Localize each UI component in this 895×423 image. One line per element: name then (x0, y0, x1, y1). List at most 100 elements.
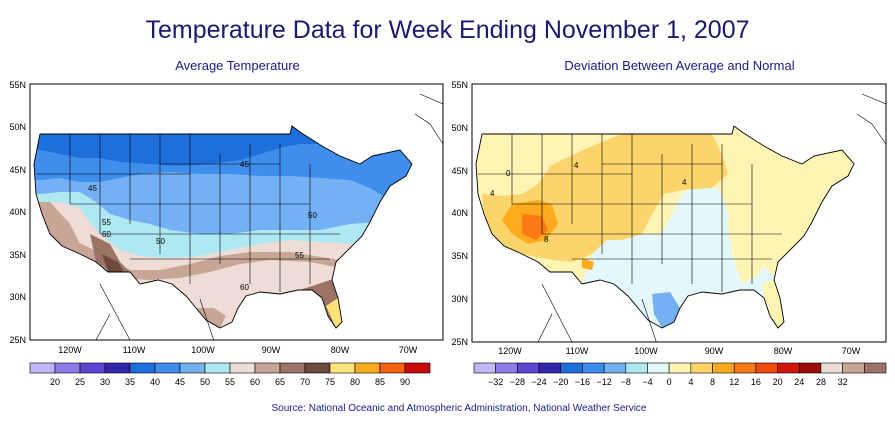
legend-swatch (755, 362, 778, 374)
lon-label: 100W (191, 345, 215, 355)
lat-label: 50N (451, 123, 468, 133)
lat-label: 40N (9, 207, 26, 217)
legend-label: −28 (510, 377, 525, 387)
lat-label: 25N (451, 337, 468, 347)
average-temperature-svg: 45 45 50 50 55 55 60 60 55N 50N 45N 40N … (9, 80, 444, 387)
legend-swatch (329, 362, 356, 374)
lon-label: 90W (262, 345, 281, 355)
legend-label: 8 (710, 377, 715, 387)
lat-label: 30N (9, 292, 26, 302)
legend-swatch (647, 362, 670, 374)
lon-label: 90W (705, 346, 724, 356)
contour-label: 4 (490, 189, 495, 198)
legend-swatch (712, 362, 735, 374)
lon-label: 110W (566, 346, 589, 356)
lon-label: 70W (842, 346, 861, 356)
contour-label: 4 (574, 161, 579, 170)
legend-swatch (517, 362, 540, 374)
lat-label: 45N (9, 165, 26, 175)
source-note: Source: National Oceanic and Atmospheric… (271, 403, 647, 414)
deviation-svg: 0 4 4 4 8 55N 50N 45N 40N 35N 30N 25N 12… (451, 80, 887, 387)
legend-swatch (54, 362, 81, 374)
contour-label: 45 (88, 184, 97, 193)
contour-label: 50 (308, 211, 317, 220)
legend-swatch (473, 362, 496, 374)
lon-label: 70W (399, 345, 418, 355)
legend-swatch (229, 362, 256, 374)
right-map-title: Deviation Between Average and Normal (564, 58, 795, 73)
left-lon-axis: 120W 110W 100W 90W 80W 70W (58, 345, 418, 355)
lat-label: 30N (451, 294, 468, 304)
deviation-contour-labels: 0 4 4 4 8 (490, 161, 687, 244)
legend-swatch (777, 362, 800, 374)
lat-label: 35N (451, 251, 468, 261)
contour-label: 55 (295, 251, 304, 260)
legend-label: 28 (816, 377, 826, 387)
legend-swatch (560, 362, 583, 374)
lat-label: 55N (451, 80, 468, 90)
legend-label: 70 (300, 377, 310, 387)
average-temperature-legend: 20 25 30 35 40 45 50 55 60 65 70 75 80 85 90 (29, 362, 431, 387)
legend-swatch (154, 362, 181, 374)
legend-label: 90 (400, 377, 410, 387)
legend-swatch (304, 362, 331, 374)
legend-swatch (668, 362, 692, 374)
legend-label: 24 (794, 377, 804, 387)
legend-label: 45 (175, 377, 185, 387)
contour-label: 45 (240, 160, 249, 169)
right-lon-axis: 120W 110W 100W 90W 80W 70W (498, 346, 861, 356)
legend-label: 32 (838, 377, 848, 387)
contour-label: 50 (156, 237, 165, 246)
lat-label: 40N (451, 208, 468, 218)
legend-label: 12 (729, 377, 739, 387)
contour-label: 60 (102, 230, 111, 239)
contour-label: 55 (102, 218, 111, 227)
contour-label: 8 (544, 235, 549, 244)
lon-label: 80W (774, 346, 793, 356)
legend-label: −20 (553, 377, 568, 387)
lon-label: 120W (58, 345, 82, 355)
left-lat-axis: 55N 50N 45N 40N 35N 30N 25N (9, 80, 26, 345)
legend-swatch (129, 362, 156, 374)
lat-label: 45N (451, 166, 468, 176)
lon-label: 80W (331, 345, 350, 355)
lat-label: 55N (9, 80, 26, 90)
legend-swatch (603, 362, 627, 374)
contour-label: 4 (682, 178, 687, 187)
legend-label: −24 (531, 377, 546, 387)
legend-swatch (820, 362, 843, 374)
legend-label: 0 (667, 377, 672, 387)
legend-label: 40 (150, 377, 160, 387)
lat-label: 35N (9, 250, 26, 260)
legend-label: 30 (100, 377, 110, 387)
lon-label: 110W (123, 345, 146, 355)
legend-swatch (404, 362, 431, 374)
main-title: Temperature Data for Week Ending Novembe… (145, 16, 750, 44)
legend-swatch (254, 362, 281, 374)
legend-label: 20 (50, 377, 60, 387)
legend-swatch (690, 362, 713, 374)
legend-swatch (495, 362, 518, 374)
deviation-map: 0 4 4 4 8 55N 50N 45N 40N 35N 30N 25N 12… (442, 80, 892, 389)
legend-swatch (798, 362, 822, 374)
legend-swatch (354, 362, 381, 374)
average-temperature-borders (30, 93, 443, 340)
legend-label: 20 (773, 377, 783, 387)
legend-swatch (279, 362, 306, 374)
lon-label: 100W (634, 346, 658, 356)
lat-label: 25N (9, 335, 26, 345)
legend-label: −12 (596, 377, 611, 387)
legend-swatch (379, 362, 406, 374)
legend-label: −4 (642, 377, 652, 387)
contour-label: 0 (506, 169, 511, 178)
lon-label: 120W (498, 346, 522, 356)
legend-label: 60 (250, 377, 260, 387)
legend-swatch (179, 362, 206, 374)
legend-swatch (625, 362, 648, 374)
legend-label: 35 (125, 377, 135, 387)
legend-swatch (842, 362, 865, 374)
contour-label: 60 (240, 283, 249, 292)
legend-swatch (733, 362, 757, 374)
lat-label: 50N (9, 122, 26, 132)
left-map-title: Average Temperature (175, 58, 300, 73)
